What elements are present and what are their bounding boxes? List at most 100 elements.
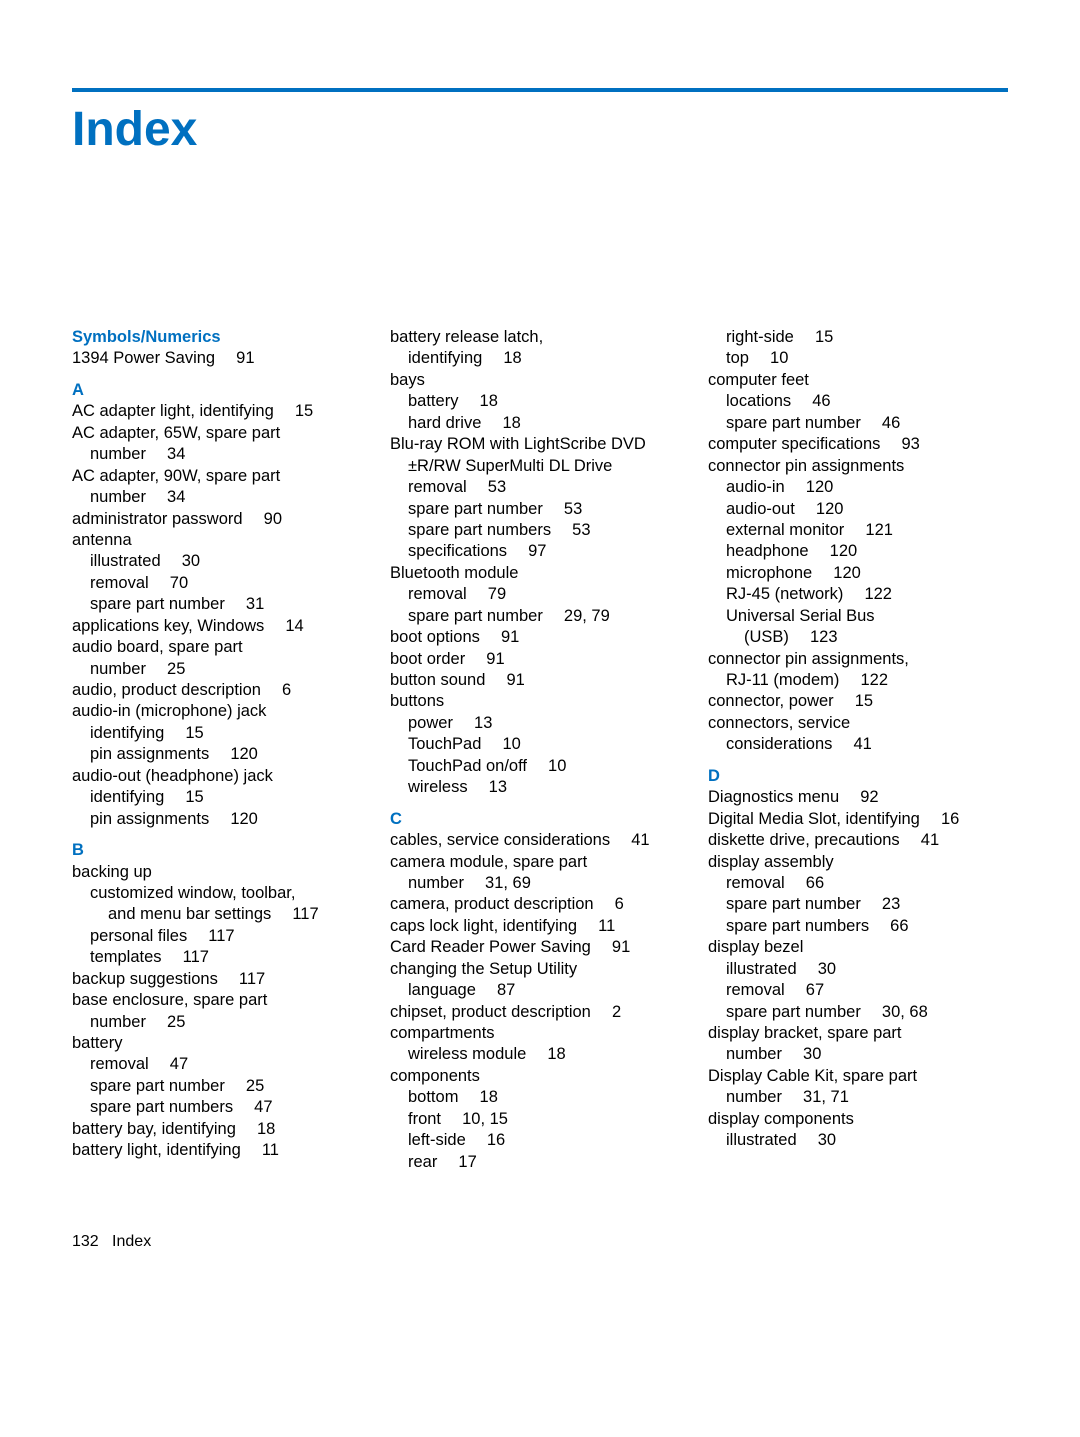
index-entry: audio board, spare part	[72, 637, 372, 658]
index-entry: display bezel	[708, 937, 1008, 958]
index-entry: removal 47	[72, 1054, 372, 1075]
index-entry: changing the Setup Utility	[390, 959, 690, 980]
index-entry: caps lock light, identifying 11	[390, 916, 690, 937]
index-entry: spare part number 31	[72, 594, 372, 615]
index-entry: removal 67	[708, 980, 1008, 1001]
index-entry: wireless 13	[390, 777, 690, 798]
index-entry: chipset, product description 2	[390, 1002, 690, 1023]
index-entry: and menu bar settings 117	[72, 904, 372, 925]
index-entry: TouchPad on/off 10	[390, 756, 690, 777]
page: Index Symbols/Numerics1394 Power Saving …	[0, 0, 1080, 1291]
index-entry: removal 53	[390, 477, 690, 498]
section-head: D	[708, 766, 1008, 787]
index-entry: pin assignments 120	[72, 809, 372, 830]
index-entry: wireless module 18	[390, 1044, 690, 1065]
index-entry: buttons	[390, 691, 690, 712]
index-entry: spare part number 30, 68	[708, 1002, 1008, 1023]
index-entry: antenna	[72, 530, 372, 551]
index-entry: customized window, toolbar,	[72, 883, 372, 904]
index-entry: Diagnostics menu 92	[708, 787, 1008, 808]
index-entry: display components	[708, 1109, 1008, 1130]
index-entry: considerations 41	[708, 734, 1008, 755]
index-entry: TouchPad 10	[390, 734, 690, 755]
index-entry: personal files 117	[72, 926, 372, 947]
index-entry: removal 66	[708, 873, 1008, 894]
index-entry: spare part number 25	[72, 1076, 372, 1097]
index-entry: battery release latch,	[390, 327, 690, 348]
index-entry: power 13	[390, 713, 690, 734]
index-entry: spare part numbers 47	[72, 1097, 372, 1118]
index-entry: number 25	[72, 659, 372, 680]
index-entry: connector, power 15	[708, 691, 1008, 712]
index-entry: headphone 120	[708, 541, 1008, 562]
index-entry: external monitor 121	[708, 520, 1008, 541]
section-head: Symbols/Numerics	[72, 327, 372, 348]
index-entry: button sound 91	[390, 670, 690, 691]
index-entry: illustrated 30	[72, 551, 372, 572]
page-title: Index	[72, 102, 1008, 157]
index-entry: rear 17	[390, 1152, 690, 1173]
column-3: right-side 15top 10computer feetlocation…	[708, 327, 1008, 1173]
index-entry: spare part number 29, 79	[390, 606, 690, 627]
index-entry: RJ-45 (network) 122	[708, 584, 1008, 605]
index-entry: left-side 16	[390, 1130, 690, 1151]
index-entry: spare part number 53	[390, 499, 690, 520]
index-entry: base enclosure, spare part	[72, 990, 372, 1011]
index-entry: hard drive 18	[390, 413, 690, 434]
index-entry: removal 79	[390, 584, 690, 605]
index-entry: connectors, service	[708, 713, 1008, 734]
index-entry: spare part numbers 66	[708, 916, 1008, 937]
index-entry: display assembly	[708, 852, 1008, 873]
index-entry: battery	[72, 1033, 372, 1054]
section-head: C	[390, 809, 690, 830]
index-entry: computer feet	[708, 370, 1008, 391]
index-entry: number 34	[72, 444, 372, 465]
index-entry: bays	[390, 370, 690, 391]
index-entry: boot order 91	[390, 649, 690, 670]
index-entry: boot options 91	[390, 627, 690, 648]
section-head: A	[72, 380, 372, 401]
page-footer: 132 Index	[72, 1233, 1008, 1251]
index-entry: spare part number 23	[708, 894, 1008, 915]
index-entry: spare part number 46	[708, 413, 1008, 434]
index-entry: RJ-11 (modem) 122	[708, 670, 1008, 691]
index-entry: Card Reader Power Saving 91	[390, 937, 690, 958]
index-entry: camera module, spare part	[390, 852, 690, 873]
index-entry: pin assignments 120	[72, 744, 372, 765]
index-entry: battery 18	[390, 391, 690, 412]
index-entry: illustrated 30	[708, 1130, 1008, 1151]
index-entry: AC adapter light, identifying 15	[72, 401, 372, 422]
index-entry: right-side 15	[708, 327, 1008, 348]
index-entry: illustrated 30	[708, 959, 1008, 980]
index-entry: Blu-ray ROM with LightScribe DVD	[390, 434, 690, 455]
section-head: B	[72, 840, 372, 861]
footer-page-number: 132	[72, 1233, 99, 1250]
index-entry: locations 46	[708, 391, 1008, 412]
index-entry: identifying 15	[72, 787, 372, 808]
index-entry: 1394 Power Saving 91	[72, 348, 372, 369]
index-entry: identifying 15	[72, 723, 372, 744]
index-entry: Display Cable Kit, spare part	[708, 1066, 1008, 1087]
index-entry: removal 70	[72, 573, 372, 594]
index-entry: connector pin assignments	[708, 456, 1008, 477]
index-entry: connector pin assignments,	[708, 649, 1008, 670]
index-entry: battery light, identifying 11	[72, 1140, 372, 1161]
index-entry: templates 117	[72, 947, 372, 968]
index-entry: (USB) 123	[708, 627, 1008, 648]
index-entry: audio-in 120	[708, 477, 1008, 498]
index-entry: diskette drive, precautions 41	[708, 830, 1008, 851]
column-1: Symbols/Numerics1394 Power Saving 91AAC …	[72, 327, 372, 1173]
index-entry: specifications 97	[390, 541, 690, 562]
index-entry: cables, service considerations 41	[390, 830, 690, 851]
index-entry: spare part numbers 53	[390, 520, 690, 541]
index-entry: AC adapter, 65W, spare part	[72, 423, 372, 444]
index-entry: identifying 18	[390, 348, 690, 369]
index-entry: administrator password 90	[72, 509, 372, 530]
index-entry: language 87	[390, 980, 690, 1001]
index-entry: top 10	[708, 348, 1008, 369]
index-columns: Symbols/Numerics1394 Power Saving 91AAC …	[72, 327, 1008, 1173]
index-entry: number 31, 69	[390, 873, 690, 894]
index-entry: AC adapter, 90W, spare part	[72, 466, 372, 487]
index-entry: number 31, 71	[708, 1087, 1008, 1108]
index-entry: audio-out (headphone) jack	[72, 766, 372, 787]
